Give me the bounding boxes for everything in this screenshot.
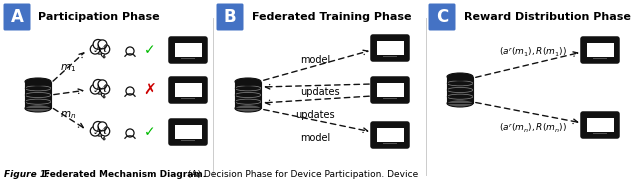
Bar [447, 77, 473, 103]
Circle shape [101, 93, 104, 96]
FancyBboxPatch shape [371, 36, 408, 61]
Bar [383, 142, 397, 144]
Circle shape [90, 126, 100, 136]
Bar [586, 118, 614, 132]
Text: A: A [11, 8, 24, 26]
Circle shape [103, 138, 105, 140]
Circle shape [126, 47, 134, 55]
Bar [376, 82, 403, 96]
Circle shape [93, 80, 107, 94]
Ellipse shape [25, 105, 51, 112]
Bar [25, 82, 51, 108]
Circle shape [90, 44, 100, 54]
Text: Federated Mechanism Diagram.: Federated Mechanism Diagram. [44, 170, 206, 179]
Text: ✗: ✗ [143, 82, 156, 98]
FancyBboxPatch shape [170, 77, 207, 102]
Circle shape [103, 56, 105, 58]
Bar [383, 98, 397, 99]
Bar [447, 77, 473, 103]
Text: $m_1$: $m_1$ [60, 62, 76, 74]
Circle shape [100, 84, 109, 94]
Circle shape [93, 122, 107, 136]
Circle shape [98, 122, 107, 131]
Circle shape [93, 121, 103, 131]
Circle shape [90, 84, 100, 94]
Circle shape [98, 40, 107, 49]
Text: $m_n$: $m_n$ [60, 109, 76, 121]
Ellipse shape [25, 78, 51, 85]
FancyBboxPatch shape [216, 3, 243, 31]
Bar [25, 82, 51, 108]
Text: model: model [300, 55, 330, 65]
Bar [175, 125, 202, 139]
Text: $(a^r(m_1), R(m_1))$: $(a^r(m_1), R(m_1))$ [499, 45, 567, 59]
FancyBboxPatch shape [371, 123, 408, 148]
Circle shape [100, 44, 109, 54]
Text: updates: updates [295, 110, 335, 120]
Ellipse shape [235, 105, 261, 112]
Text: Federated Training Phase: Federated Training Phase [252, 12, 412, 22]
Text: $\mathcal{M}$: $\mathcal{M}$ [93, 82, 108, 93]
Text: ✓: ✓ [144, 43, 156, 57]
Bar [376, 128, 403, 141]
Circle shape [126, 87, 134, 95]
Ellipse shape [235, 78, 261, 85]
FancyBboxPatch shape [3, 3, 31, 31]
Ellipse shape [447, 73, 473, 80]
Circle shape [93, 79, 103, 89]
Circle shape [100, 126, 109, 136]
Text: Figure 1:: Figure 1: [4, 170, 53, 179]
Circle shape [98, 80, 107, 89]
Ellipse shape [447, 100, 473, 107]
Circle shape [93, 40, 107, 54]
Circle shape [93, 40, 103, 49]
Text: $\mathcal{M}$: $\mathcal{M}$ [93, 124, 108, 136]
FancyBboxPatch shape [582, 112, 618, 137]
FancyBboxPatch shape [170, 119, 207, 144]
Text: model: model [300, 133, 330, 143]
Bar [593, 57, 607, 59]
Bar [593, 132, 607, 134]
Circle shape [103, 96, 105, 98]
Circle shape [126, 129, 134, 137]
FancyBboxPatch shape [429, 3, 456, 31]
Text: $(a^r(m_n), R(m_n))$: $(a^r(m_n), R(m_n))$ [499, 121, 567, 135]
Bar [586, 43, 614, 56]
Text: $\mathcal{M}$: $\mathcal{M}$ [93, 42, 108, 54]
Bar [180, 98, 195, 99]
Circle shape [101, 53, 104, 56]
Bar [180, 139, 195, 141]
Text: (A) Decision Phase for Device Participation. Device: (A) Decision Phase for Device Participat… [185, 170, 419, 179]
Bar [383, 56, 397, 57]
Bar [376, 40, 403, 54]
Bar [175, 43, 202, 56]
FancyBboxPatch shape [582, 38, 618, 63]
Bar [180, 57, 195, 59]
FancyBboxPatch shape [170, 38, 207, 63]
Text: C: C [436, 8, 448, 26]
Bar [235, 82, 261, 108]
Text: Reward Distribution Phase: Reward Distribution Phase [464, 12, 631, 22]
Bar [175, 82, 202, 96]
FancyBboxPatch shape [371, 77, 408, 102]
Text: ✓: ✓ [144, 125, 156, 139]
Text: B: B [224, 8, 236, 26]
Circle shape [101, 135, 104, 138]
Bar [235, 82, 261, 108]
Text: updates: updates [300, 87, 340, 97]
Text: Participation Phase: Participation Phase [38, 12, 159, 22]
